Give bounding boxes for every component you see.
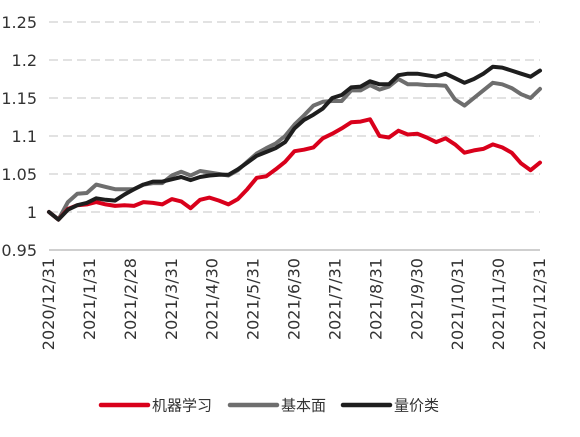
x-tick-label: 2021/11/30 — [489, 258, 508, 350]
legend-label: 量价类 — [394, 397, 439, 415]
legend: 机器学习 基本面 量价类 — [98, 397, 439, 415]
x-tick-label: 2021/2/28 — [121, 258, 140, 340]
y-tick-label: 1.25 — [1, 13, 37, 32]
series-lines — [47, 64, 542, 222]
y-axis-ticks: 0.95 1 1.05 1.1 1.15 1.2 1.25 — [1, 13, 37, 260]
x-tick-label: 2021/4/30 — [203, 258, 222, 340]
x-tick-label: 2021/10/31 — [448, 258, 467, 350]
x-tick-label: 2021/5/31 — [244, 258, 263, 340]
y-tick-label: 1.15 — [1, 89, 37, 108]
series-line-0 — [47, 117, 542, 222]
legend-label: 机器学习 — [152, 397, 212, 415]
y-tick-label: 1.05 — [1, 165, 37, 184]
grid — [49, 21, 540, 251]
x-tick-label: 2021/9/30 — [407, 258, 426, 340]
x-tick-label: 2021/12/31 — [530, 258, 549, 350]
x-tick-label: 2021/1/31 — [80, 258, 99, 340]
x-tick-label: 2021/8/31 — [366, 258, 385, 340]
y-tick-label: 1 — [27, 203, 37, 222]
x-tick-label: 2020/12/31 — [39, 258, 58, 350]
y-tick-label: 0.95 — [1, 241, 37, 260]
x-axis-ticks: 2020/12/31 2021/1/31 2021/2/28 2021/3/31 202… — [39, 258, 549, 350]
x-tick-label: 2021/6/30 — [285, 258, 304, 340]
y-tick-label: 1.1 — [12, 127, 37, 146]
y-tick-label: 1.2 — [12, 51, 37, 70]
x-tick-label: 2021/7/31 — [325, 258, 344, 340]
x-tick-label: 2021/3/31 — [162, 258, 181, 340]
legend-label: 基本面 — [281, 397, 326, 415]
series-line-2 — [47, 64, 542, 222]
